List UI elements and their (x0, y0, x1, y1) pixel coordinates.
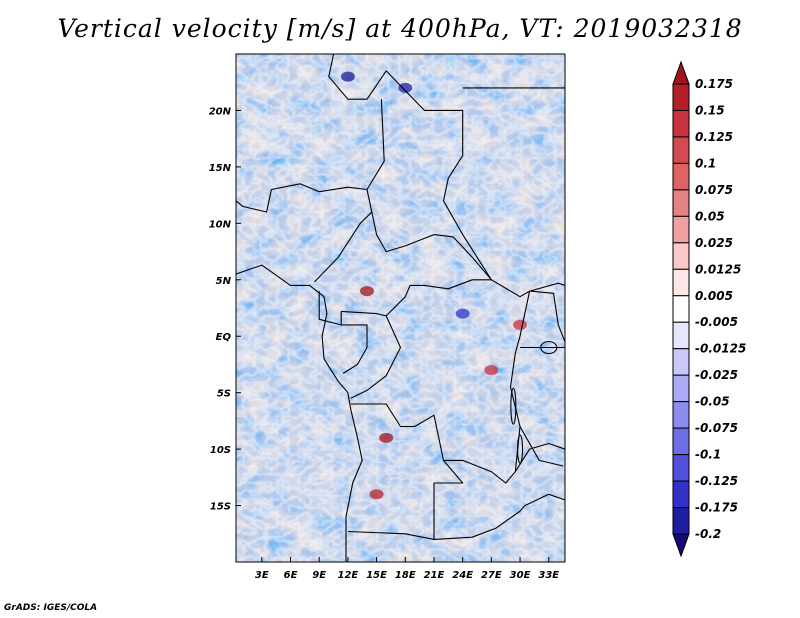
x-tick-label: 12E (338, 570, 359, 581)
y-tick-label: EQ (216, 332, 232, 343)
lake-outline (516, 434, 524, 464)
map-frame (235, 53, 566, 563)
colorbar-segment (672, 136, 690, 164)
colorbar-segment (672, 189, 690, 217)
x-tick-label: 15E (366, 570, 387, 581)
field-speckle (236, 54, 565, 562)
x-tick-label: 3E (255, 570, 269, 581)
x-tick-label: 27E (481, 570, 502, 581)
border-line (519, 426, 564, 467)
colorbar-segment (672, 321, 690, 350)
colorbar-label: 0.175 (695, 77, 733, 91)
colorbar-label: 0.0125 (695, 262, 741, 276)
colorbar-segment (672, 83, 690, 111)
colorbar-segment (672, 215, 690, 244)
colorbar-label: 0.05 (695, 209, 725, 223)
velocity-core (369, 489, 384, 500)
country-borders (236, 54, 565, 562)
border-line (347, 493, 565, 540)
colorbar-label: -0.0125 (695, 342, 746, 356)
colorbar-label: 0.15 (695, 103, 725, 117)
x-tick-label: 24E (452, 570, 473, 581)
x-tick-label: 33E (538, 570, 559, 581)
colorbar-label: 0.1 (695, 156, 716, 170)
border-line (529, 290, 565, 343)
colorbar-segment (672, 348, 690, 376)
colorbar-top-arrow (672, 60, 690, 85)
colorbar-segment (672, 480, 690, 509)
border-line (318, 291, 342, 326)
border-line (366, 99, 492, 281)
velocity-core (484, 365, 499, 376)
velocity-core (455, 308, 470, 319)
colorbar-label: -0.05 (695, 395, 730, 409)
y-tick-label: 15N (209, 163, 232, 174)
colorbar-label: -0.2 (695, 527, 721, 541)
y-tick-label: 10S (210, 445, 231, 456)
x-tick-label: 30E (510, 570, 531, 581)
colorbar-segment (672, 454, 690, 482)
lake-outline (540, 340, 558, 355)
velocity-core (513, 319, 528, 330)
border-line (350, 315, 402, 399)
velocity-core (379, 432, 394, 443)
colorbar-label: -0.1 (695, 448, 721, 462)
colorbar-segment (672, 109, 690, 138)
border-line (350, 290, 531, 484)
border-line (236, 183, 368, 213)
y-tick-label: 20N (209, 106, 232, 117)
colorbar-label: 0.005 (695, 289, 733, 303)
colorbar-segment (672, 401, 690, 429)
velocity-core (340, 71, 355, 82)
colorbar-segment (672, 162, 690, 191)
grads-credit: GrADS: IGES/COLA (4, 603, 98, 613)
border-line (314, 211, 373, 283)
x-tick-label: 9E (312, 570, 326, 581)
colorbar-label: -0.175 (695, 501, 738, 515)
x-axis: 3E 6E 9E 12E 15E 18E 21E 24E 27E 30E 33E (255, 557, 559, 581)
x-tick-label: 18E (395, 570, 416, 581)
colorbar-label: 0.075 (695, 183, 733, 197)
velocity-core (398, 82, 413, 93)
border-line (340, 311, 368, 374)
border-line (236, 264, 363, 562)
x-tick-label: 21E (424, 570, 445, 581)
colorbar-segment (672, 295, 690, 323)
vertical-velocity-field (236, 54, 565, 562)
colorbar: 0.175 0.15 0.125 0.1 0.075 0.05 0.025 0.0125 0.0… (672, 60, 746, 558)
colorbar-segment (672, 268, 690, 297)
colorbar-label: 0.025 (695, 236, 733, 250)
colorbar-label: -0.075 (695, 421, 738, 435)
lake-outline (510, 387, 517, 425)
border-line (328, 54, 565, 298)
colorbar-label: -0.125 (695, 474, 738, 488)
border-line (433, 460, 464, 540)
colorbar-label: -0.005 (695, 315, 738, 329)
x-tick-label: 6E (284, 570, 298, 581)
colorbar-label: 0.125 (695, 130, 733, 144)
colorbar-segment (672, 427, 690, 456)
colorbar-label: -0.025 (695, 368, 738, 382)
y-axis: 20N 15N 10N 5N EQ 5S 10S 15S (209, 106, 241, 513)
y-tick-label: 5N (216, 276, 232, 287)
colorbar-bottom-arrow (672, 533, 690, 558)
y-tick-label: 5S (217, 389, 231, 400)
colorbar-segment (672, 507, 690, 535)
velocity-core (360, 286, 375, 297)
border-line (514, 442, 565, 472)
y-tick-label: 10N (209, 219, 232, 230)
colorbar-segment (672, 242, 690, 270)
colorbar-segment (672, 374, 690, 403)
y-tick-label: 15S (210, 502, 231, 513)
border-line (341, 279, 492, 317)
chart-title: Vertical velocity [m/s] at 400hPa, VT: 2… (57, 14, 743, 43)
